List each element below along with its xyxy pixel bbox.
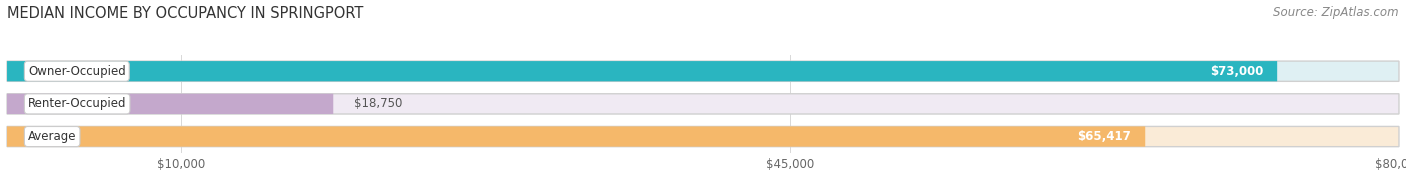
FancyBboxPatch shape	[7, 126, 1399, 147]
Text: Source: ZipAtlas.com: Source: ZipAtlas.com	[1274, 6, 1399, 19]
Text: Average: Average	[28, 130, 76, 143]
Text: $18,750: $18,750	[354, 97, 402, 110]
FancyBboxPatch shape	[7, 94, 1399, 114]
FancyBboxPatch shape	[7, 61, 1277, 81]
FancyBboxPatch shape	[7, 61, 1399, 81]
Text: MEDIAN INCOME BY OCCUPANCY IN SPRINGPORT: MEDIAN INCOME BY OCCUPANCY IN SPRINGPORT	[7, 6, 363, 21]
FancyBboxPatch shape	[7, 94, 333, 114]
Text: Renter-Occupied: Renter-Occupied	[28, 97, 127, 110]
Text: $65,417: $65,417	[1077, 130, 1132, 143]
Text: Owner-Occupied: Owner-Occupied	[28, 65, 125, 78]
FancyBboxPatch shape	[7, 126, 1146, 147]
Text: $73,000: $73,000	[1211, 65, 1263, 78]
